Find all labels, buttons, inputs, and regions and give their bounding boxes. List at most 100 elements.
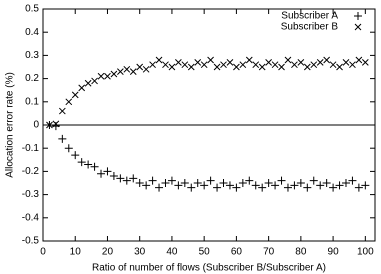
marker: [116, 174, 125, 183]
marker: [64, 144, 73, 153]
y-tick-label: 0.1: [25, 96, 39, 107]
x-tick-label: 70: [263, 247, 275, 258]
marker: [283, 183, 292, 192]
marker: [84, 79, 92, 87]
marker: [162, 61, 169, 69]
marker: [271, 61, 279, 69]
marker: [291, 61, 298, 69]
marker: [335, 181, 344, 190]
marker: [342, 59, 350, 66]
marker: [225, 181, 234, 190]
marker: [129, 174, 138, 183]
marker: [123, 65, 131, 73]
x-tick-label: 30: [134, 247, 146, 258]
marker: [104, 72, 111, 80]
marker: [316, 59, 324, 66]
marker: [148, 176, 157, 185]
marker: [78, 84, 86, 92]
marker: [219, 179, 228, 187]
marker: [142, 65, 150, 73]
marker: [349, 61, 356, 69]
marker: [303, 63, 311, 71]
y-tick-label: 0.2: [25, 73, 39, 84]
legend-marker: [354, 23, 362, 31]
y-tick-label: 0.5: [25, 4, 39, 15]
marker: [355, 56, 363, 64]
marker: [46, 121, 53, 129]
marker: [252, 61, 260, 69]
legend-label: Subscriber B: [281, 22, 339, 33]
marker: [97, 72, 105, 80]
marker: [213, 183, 222, 192]
y-axis-label: Allocation error rate (%): [5, 72, 16, 178]
marker: [71, 151, 80, 160]
marker: [220, 61, 227, 69]
marker: [206, 176, 215, 185]
marker: [296, 179, 305, 187]
marker: [168, 63, 176, 71]
marker: [71, 91, 79, 99]
y-tick-label: -0.4: [22, 212, 40, 223]
marker: [232, 183, 241, 192]
marker: [271, 181, 280, 190]
marker: [117, 68, 124, 75]
marker: [264, 179, 273, 187]
marker: [91, 77, 98, 85]
marker: [245, 56, 253, 64]
y-tick-label: -0.5: [22, 236, 40, 247]
y-tick-label: 0.4: [25, 27, 39, 38]
marker: [265, 59, 272, 66]
x-tick-label: 0: [40, 247, 46, 258]
marker: [155, 56, 163, 64]
marker: [161, 179, 170, 187]
legend-marker: [354, 12, 362, 20]
marker: [97, 169, 106, 178]
marker: [58, 134, 67, 143]
marker: [303, 183, 312, 192]
marker: [174, 181, 183, 190]
marker: [181, 61, 189, 69]
marker: [129, 68, 137, 75]
marker: [277, 176, 286, 185]
marker: [77, 158, 86, 167]
marker: [233, 63, 240, 71]
marker: [58, 107, 66, 115]
marker: [258, 63, 266, 71]
marker: [297, 59, 305, 66]
marker: [90, 162, 99, 171]
marker: [361, 181, 370, 190]
marker: [122, 176, 131, 185]
x-tick-label: 60: [231, 247, 243, 258]
x-tick-label: 80: [295, 247, 307, 258]
marker: [167, 176, 176, 185]
marker: [354, 183, 363, 192]
marker: [155, 183, 164, 192]
marker: [187, 63, 195, 71]
marker: [329, 61, 337, 69]
legend-label: Subscriber A: [281, 11, 338, 22]
marker: [336, 63, 343, 71]
marker: [238, 179, 247, 187]
marker: [323, 56, 331, 64]
marker: [361, 59, 369, 66]
marker: [258, 183, 267, 192]
marker: [175, 59, 182, 66]
marker: [65, 98, 73, 106]
marker: [103, 167, 112, 176]
marker: [187, 183, 196, 192]
marker: [200, 61, 208, 69]
marker: [213, 63, 221, 71]
marker: [200, 181, 209, 190]
x-tick-label: 100: [357, 247, 374, 258]
x-tick-label: 90: [328, 247, 340, 258]
marker: [310, 61, 318, 69]
y-tick-label: -0.3: [22, 189, 40, 200]
marker: [278, 63, 285, 71]
y-tick-label: 0: [33, 120, 39, 131]
marker: [341, 179, 350, 187]
marker: [110, 70, 118, 78]
x-axis-label: Ratio of number of flows (Subscriber B/S…: [92, 263, 326, 274]
marker: [193, 179, 202, 187]
marker: [149, 61, 156, 69]
